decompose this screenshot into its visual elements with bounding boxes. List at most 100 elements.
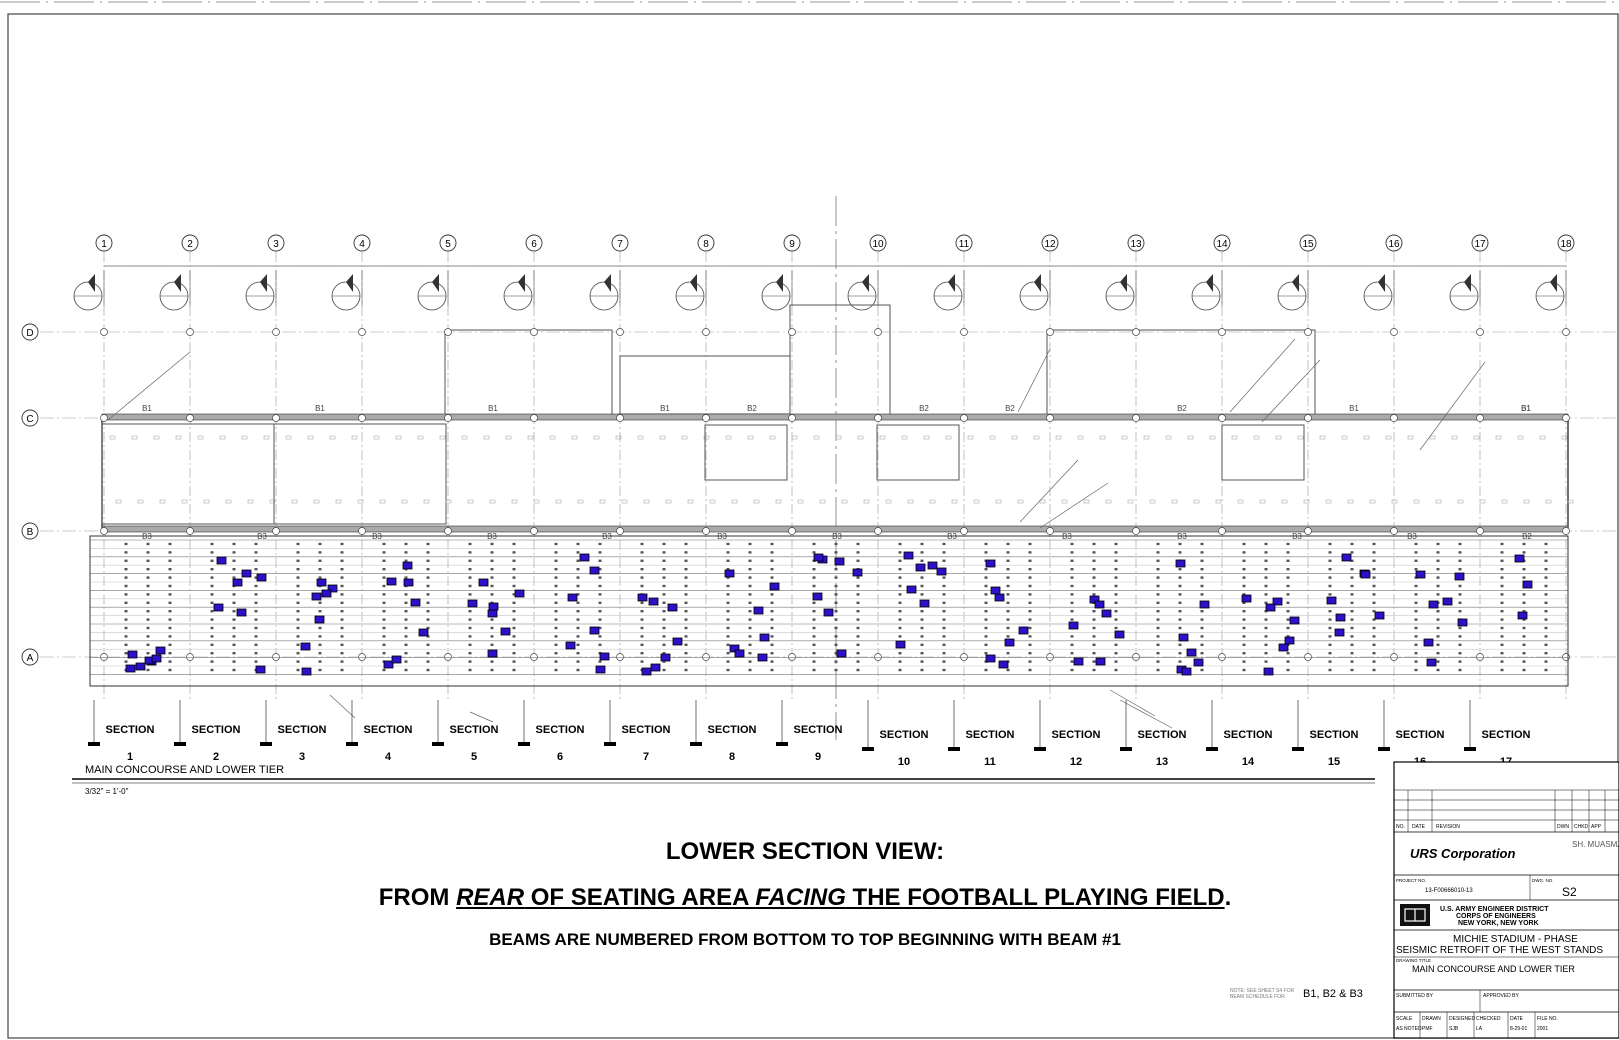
highlighted-beam-connection (500, 627, 511, 636)
seat-bracket (340, 551, 344, 554)
seat-bracket (812, 576, 816, 579)
rebar-tick (307, 435, 314, 440)
column-node (272, 414, 280, 422)
rebar-tick (813, 435, 820, 440)
seat-bracket (340, 593, 344, 596)
seat-bracket (1264, 601, 1268, 604)
seat-bracket (168, 601, 172, 604)
seat-bracket (232, 593, 236, 596)
rebar-tick (395, 435, 402, 440)
column-node (702, 328, 710, 336)
rebar-tick (1011, 435, 1018, 440)
highlighted-beam-connection (241, 569, 252, 578)
section-cut-arrow (260, 274, 267, 292)
seat-bracket (168, 635, 172, 638)
seat-bracket (598, 542, 602, 546)
section-cut-bar (1292, 747, 1304, 751)
column-node (1046, 653, 1054, 661)
seat-bracket (1070, 593, 1074, 596)
seat-bracket (1070, 635, 1074, 638)
seat-bracket (404, 660, 408, 663)
seat-bracket (490, 635, 494, 638)
column-node (616, 653, 624, 661)
highlighted-beam-connection (1335, 613, 1346, 622)
section-cut-arrow (1464, 274, 1471, 292)
seat-bracket (834, 635, 838, 638)
rebar-tick (907, 499, 914, 504)
grid-label-15: 15 (1302, 239, 1314, 250)
seat-bracket (146, 668, 150, 672)
seat-bracket (210, 618, 214, 621)
beam-numbering-note: BEAMS ARE NUMBERED FROM BOTTOM TO TOP BE… (489, 930, 1121, 949)
heading-of-seating: OF SEATING AREA (524, 884, 756, 911)
seat-bracket (640, 568, 644, 571)
seat-bracket (1436, 542, 1440, 546)
seat-bracket (1328, 652, 1332, 655)
seat-bracket (1006, 559, 1010, 562)
rebar-tick (1215, 499, 1222, 504)
seat-bracket (1436, 643, 1440, 646)
section-cut-bar (88, 742, 100, 746)
seat-bracket (1286, 668, 1290, 672)
section-cut-bar (1034, 747, 1046, 751)
seat-bracket (1200, 568, 1204, 571)
seat-bracket (598, 601, 602, 604)
seat-bracket (1028, 652, 1032, 655)
seat-bracket (1092, 576, 1096, 579)
highlighted-beam-connection (589, 626, 600, 635)
seat-bracket (1436, 593, 1440, 596)
seat-bracket (210, 652, 214, 655)
section-cut-arrow (1550, 274, 1557, 292)
seat-bracket (168, 593, 172, 596)
seat-bracket (490, 542, 494, 546)
seat-bracket (920, 593, 924, 596)
seat-bracket (898, 576, 902, 579)
seat-bracket (834, 568, 838, 571)
seat-bracket (1458, 635, 1462, 638)
c-beam-label: B1 (1521, 404, 1531, 413)
approved-by: APPROVED BY (1483, 993, 1520, 999)
seat-bracket (1500, 610, 1504, 613)
seat-bracket (920, 652, 924, 655)
seat-bracket (942, 610, 946, 613)
seat-bracket (726, 660, 730, 663)
seat-bracket (684, 568, 688, 571)
seat-bracket (598, 635, 602, 638)
seat-bracket (1286, 618, 1290, 621)
seat-bracket (296, 610, 300, 613)
seat-bracket (598, 643, 602, 646)
highlighted-beam-connection (311, 592, 322, 601)
seat-bracket (684, 626, 688, 630)
seat-bracket (576, 626, 580, 630)
seat-bracket (426, 551, 430, 554)
seat-bracket (554, 618, 558, 621)
seat-bracket (490, 668, 494, 672)
rebar-tick (1165, 435, 1172, 440)
seat-bracket (296, 668, 300, 672)
section-label-5: SECTION (450, 724, 499, 736)
section-cut-bar (776, 742, 788, 746)
seat-bracket (1156, 618, 1160, 621)
highlighted-beam-connection (488, 602, 499, 611)
seat-bracket (1372, 618, 1376, 621)
seat-bracket (856, 618, 860, 621)
note-fine-print: NOTE: SEE SHEET S4 FOR (1230, 988, 1294, 994)
seat-bracket (1328, 559, 1332, 562)
seat-bracket (468, 668, 472, 672)
seat-bracket (124, 593, 128, 596)
seat-bracket (1350, 576, 1354, 579)
highlighted-beam-connection (1428, 600, 1439, 609)
highlighted-beam-connection (1068, 621, 1079, 630)
seat-bracket (296, 584, 300, 588)
seat-bracket (834, 610, 838, 613)
seat-bracket (1500, 660, 1504, 663)
seat-bracket (1522, 618, 1526, 621)
seat-bracket (1178, 660, 1182, 663)
seat-bracket (640, 610, 644, 613)
c-beam-label: B2 (1177, 404, 1187, 413)
rebar-tick (901, 435, 908, 440)
seat-bracket (210, 643, 214, 646)
seat-bracket (1350, 660, 1354, 663)
section-number-9: 9 (815, 751, 821, 763)
seat-bracket (770, 668, 774, 672)
